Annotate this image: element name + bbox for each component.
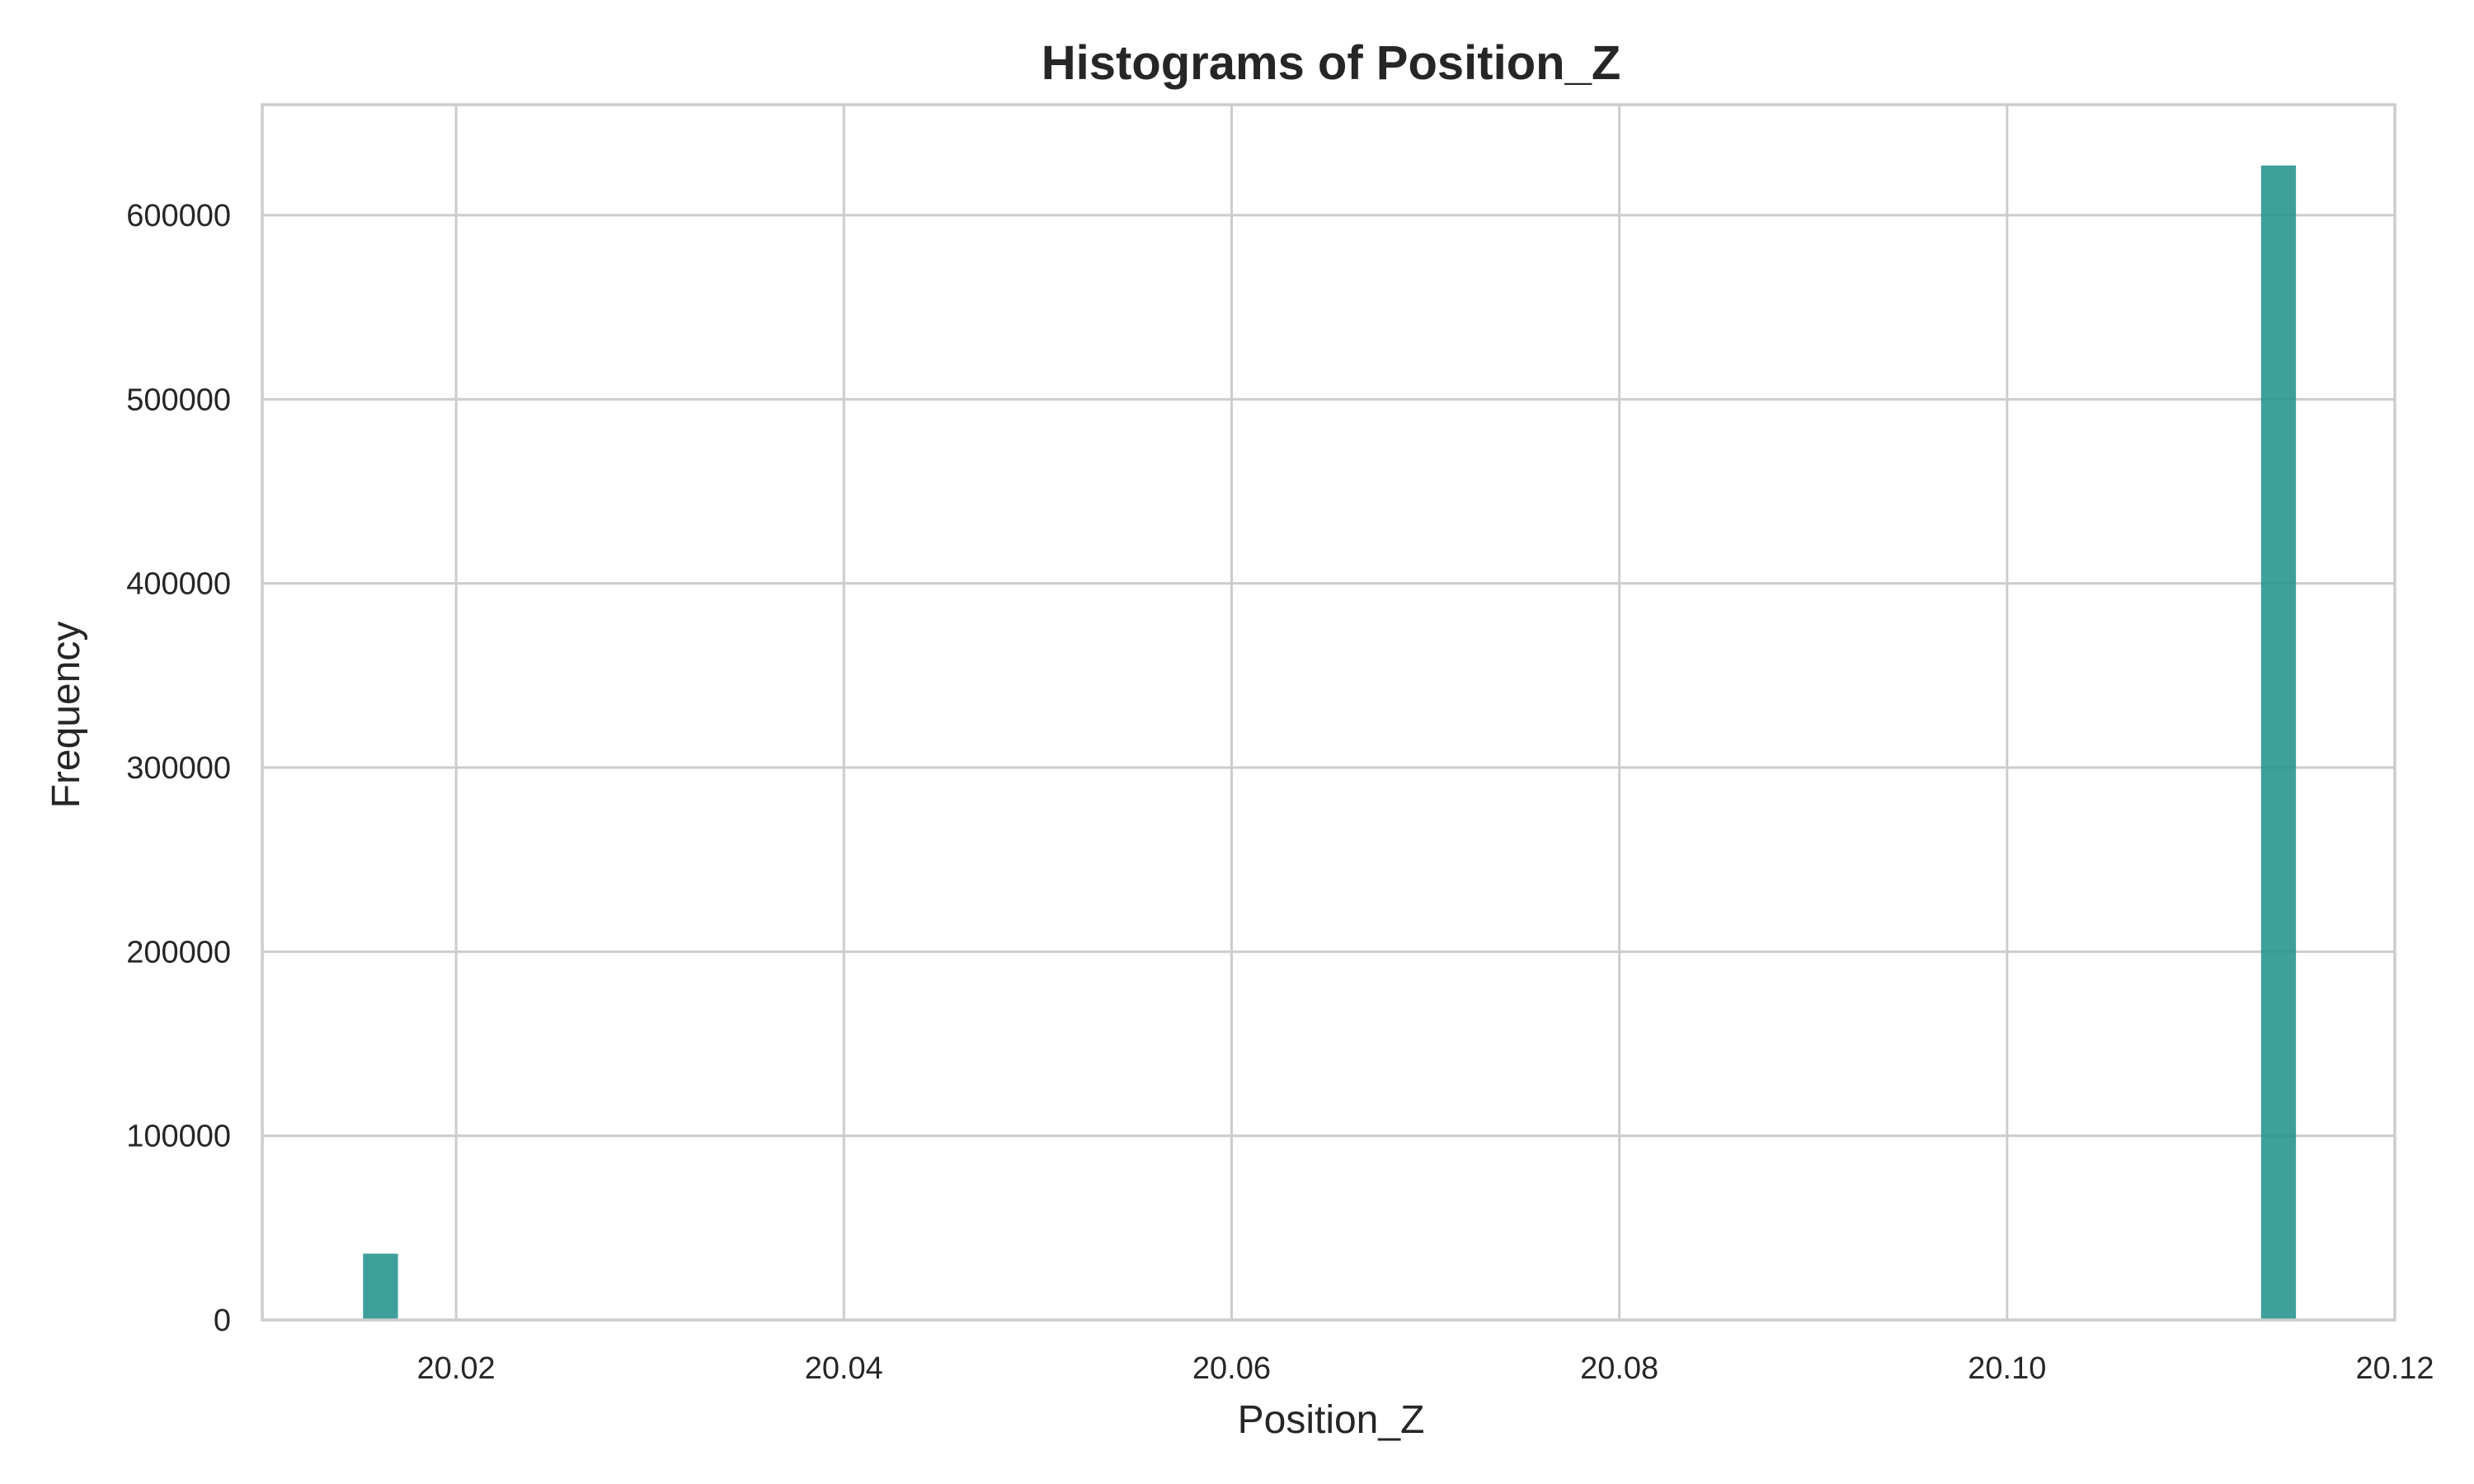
x-tick-label: 20.10 (1968, 1351, 2046, 1386)
x-tick-label: 20.12 (2355, 1351, 2434, 1386)
chart-title: Histograms of Position_Z (1042, 36, 1621, 90)
histogram-bars (363, 165, 2297, 1321)
x-tick-label: 20.08 (1580, 1351, 1658, 1386)
x-tick-label: 20.02 (417, 1351, 496, 1386)
x-tick-labels: 20.02 20.04 20.06 20.08 20.10 20.12 (417, 1351, 2434, 1386)
histogram-bar (363, 1253, 398, 1320)
y-tick-labels: 0 100000 200000 300000 400000 500000 600000 (126, 199, 231, 1338)
y-tick-label: 400000 (126, 567, 231, 602)
y-tick-label: 0 (214, 1303, 231, 1338)
y-tick-label: 300000 (126, 751, 231, 786)
x-axis-label: Position_Z (1238, 1398, 1425, 1442)
plot-frame (261, 103, 2396, 1322)
x-tick-label: 20.04 (805, 1351, 883, 1386)
y-axis-label: Frequency (45, 622, 88, 809)
grid-lines (262, 105, 2396, 1322)
x-tick-label: 20.06 (1192, 1351, 1271, 1386)
histogram-bar (2260, 165, 2297, 1321)
y-tick-label: 100000 (126, 1120, 231, 1154)
y-tick-label: 200000 (126, 935, 231, 970)
y-tick-label: 500000 (126, 383, 231, 417)
y-tick-label: 600000 (126, 199, 231, 233)
